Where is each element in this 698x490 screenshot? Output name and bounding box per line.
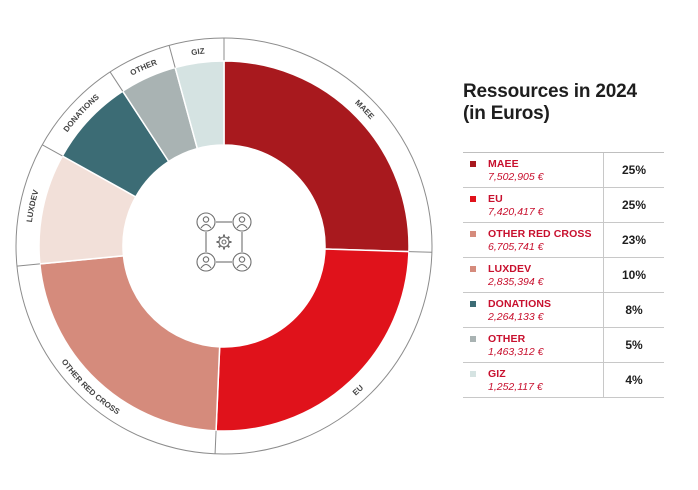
person-head bbox=[238, 256, 246, 263]
legend-amount: 2,835,394 € bbox=[488, 276, 544, 288]
ring-separator bbox=[408, 251, 432, 253]
legend-amount: 7,502,905 € bbox=[488, 171, 544, 183]
legend-row-giz: GIZ 1,252,117 € 4% bbox=[463, 363, 664, 398]
network-people-gear-icon bbox=[196, 212, 252, 272]
chart-title-line1: Ressources in 2024 bbox=[463, 81, 637, 102]
legend-swatch bbox=[470, 231, 476, 237]
legend-row-other-red-cross: OTHER RED CROSS 6,705,741 € 23% bbox=[463, 223, 664, 258]
slice-label-text: EU bbox=[351, 383, 365, 397]
legend-row-maee: MAEE 7,502,905 € 25% bbox=[463, 153, 664, 188]
slice-eu bbox=[215, 248, 410, 432]
person-circle bbox=[232, 212, 252, 232]
person-icon bbox=[196, 252, 216, 272]
legend-amount: 6,705,741 € bbox=[488, 241, 544, 253]
column-divider bbox=[603, 258, 604, 292]
legend-swatch bbox=[470, 301, 476, 307]
gear-hub bbox=[221, 239, 227, 245]
legend-percent: 23% bbox=[621, 233, 647, 247]
chart-title: Ressources in 2024 (in Euros) bbox=[463, 81, 683, 125]
gear-ring bbox=[218, 236, 230, 248]
person-body bbox=[200, 263, 212, 269]
slice-other-red-cross bbox=[39, 254, 221, 432]
column-divider bbox=[603, 328, 604, 362]
legend-row-luxdev: LUXDEV 2,835,394 € 10% bbox=[463, 258, 664, 293]
slice-label-luxdev: LUXDEV bbox=[25, 188, 41, 223]
slice-label-text: LUXDEV bbox=[25, 188, 41, 223]
ring-separator bbox=[214, 430, 217, 454]
person-circle bbox=[196, 252, 216, 272]
legend-percent: 4% bbox=[625, 373, 643, 387]
legend-table: MAEE 7,502,905 € 25% EU 7,420,417 € 25% … bbox=[463, 152, 664, 398]
legend-label: MAEE bbox=[488, 158, 519, 170]
legend-swatch bbox=[470, 336, 476, 342]
column-divider bbox=[603, 363, 604, 397]
column-divider bbox=[603, 293, 604, 327]
person-body bbox=[200, 223, 212, 229]
legend-percent: 25% bbox=[621, 198, 647, 212]
legend-percent: 25% bbox=[621, 163, 647, 177]
legend-amount: 2,264,133 € bbox=[488, 311, 544, 323]
legend-swatch bbox=[470, 371, 476, 377]
legend-percent: 10% bbox=[621, 268, 647, 282]
column-divider bbox=[603, 223, 604, 257]
person-body bbox=[236, 223, 248, 229]
ring-separator bbox=[42, 144, 63, 157]
slice-giz bbox=[174, 60, 225, 150]
legend-amount: 1,463,312 € bbox=[488, 346, 544, 358]
ring-separator bbox=[168, 45, 176, 68]
legend-swatch bbox=[470, 196, 476, 202]
legend-row-donations: DONATIONS 2,264,133 € 8% bbox=[463, 293, 664, 328]
legend-label: DONATIONS bbox=[488, 298, 552, 310]
person-head bbox=[202, 256, 210, 263]
slice-maee bbox=[223, 60, 410, 253]
column-divider bbox=[603, 188, 604, 222]
ring-separator bbox=[16, 263, 40, 267]
legend-amount: 7,420,417 € bbox=[488, 206, 544, 218]
legend-row-other: OTHER 1,463,312 € 5% bbox=[463, 328, 664, 363]
column-divider bbox=[603, 153, 604, 187]
person-icon bbox=[232, 252, 252, 272]
legend-swatch bbox=[470, 161, 476, 167]
person-icon bbox=[196, 212, 216, 232]
legend-label: EU bbox=[488, 193, 503, 205]
person-circle bbox=[196, 212, 216, 232]
gear-icon bbox=[216, 234, 232, 250]
legend-percent: 8% bbox=[625, 303, 643, 317]
legend-swatch bbox=[470, 266, 476, 272]
legend-amount: 1,252,117 € bbox=[488, 381, 543, 393]
person-head bbox=[202, 216, 210, 223]
legend-label: LUXDEV bbox=[488, 263, 532, 275]
person-head bbox=[238, 216, 246, 223]
person-icon bbox=[232, 212, 252, 232]
slice-label-eu: EU bbox=[351, 383, 365, 397]
legend-label: OTHER bbox=[488, 333, 526, 345]
person-body bbox=[236, 263, 248, 269]
ring-separator bbox=[109, 71, 124, 92]
legend-row-eu: EU 7,420,417 € 25% bbox=[463, 188, 664, 223]
chart-title-line2: (in Euros) bbox=[463, 103, 550, 124]
slice-label-giz: GIZ bbox=[191, 46, 206, 57]
slice-label-text: GIZ bbox=[191, 46, 206, 57]
legend-label: OTHER RED CROSS bbox=[488, 228, 592, 240]
person-circle bbox=[232, 252, 252, 272]
legend-percent: 5% bbox=[625, 338, 643, 352]
legend-label: GIZ bbox=[488, 368, 506, 380]
